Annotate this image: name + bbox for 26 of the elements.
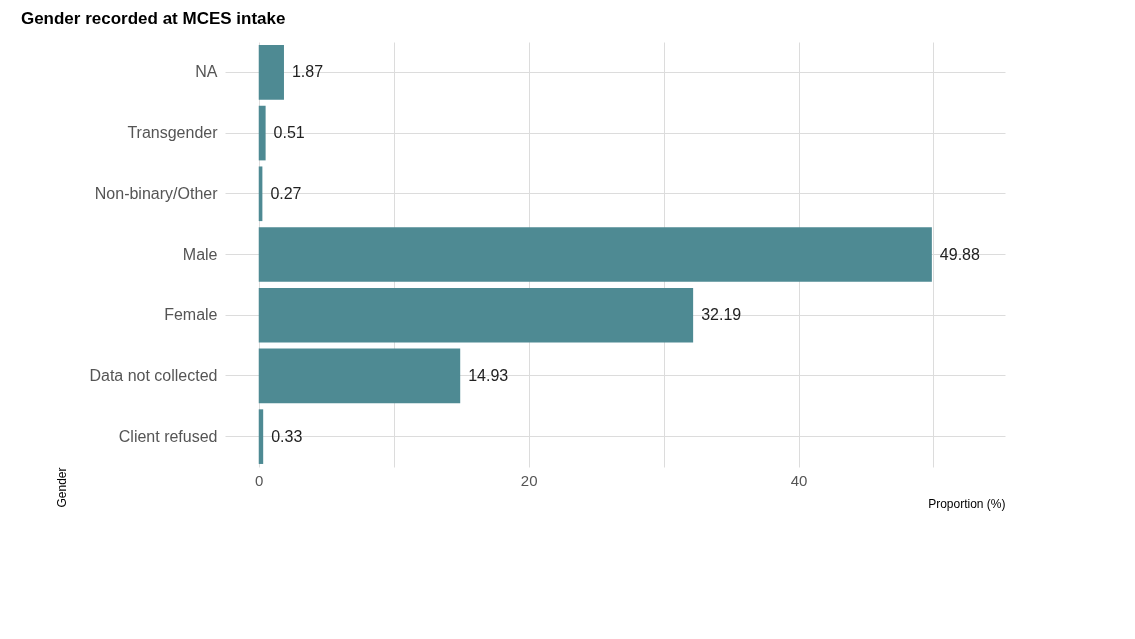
data-label: 0.33 [271, 427, 303, 445]
y-tick-label: Female [164, 306, 218, 324]
y-tick-label: Data not collected [89, 366, 218, 384]
y-tick-label: Non-binary/Other [94, 184, 219, 202]
y-axis-title: Gender [55, 467, 70, 508]
x-axis-title: Proportion (%) [928, 496, 1006, 511]
y-tick-label: Client refused [118, 427, 218, 445]
bar [258, 287, 694, 343]
data-label: 0.27 [270, 184, 302, 202]
bar [258, 45, 284, 100]
data-label: 0.51 [273, 124, 305, 142]
data-label: 32.19 [701, 306, 742, 324]
x-tick-label: 20 [520, 471, 538, 489]
y-tick-label: NA [195, 63, 218, 81]
data-label: 1.87 [291, 63, 324, 81]
x-tick-label: 40 [790, 471, 808, 489]
data-label: 14.93 [468, 366, 509, 384]
bar [258, 348, 461, 404]
y-tick-label: Transgender [127, 124, 219, 142]
bar [258, 227, 932, 282]
chart-title: Gender recorded at MCES intake [20, 9, 286, 28]
bar [258, 409, 264, 464]
data-label: 49.88 [939, 245, 980, 263]
x-tick-label: 0 [255, 471, 264, 489]
bar [258, 105, 266, 161]
y-tick-label: Male [182, 245, 218, 263]
